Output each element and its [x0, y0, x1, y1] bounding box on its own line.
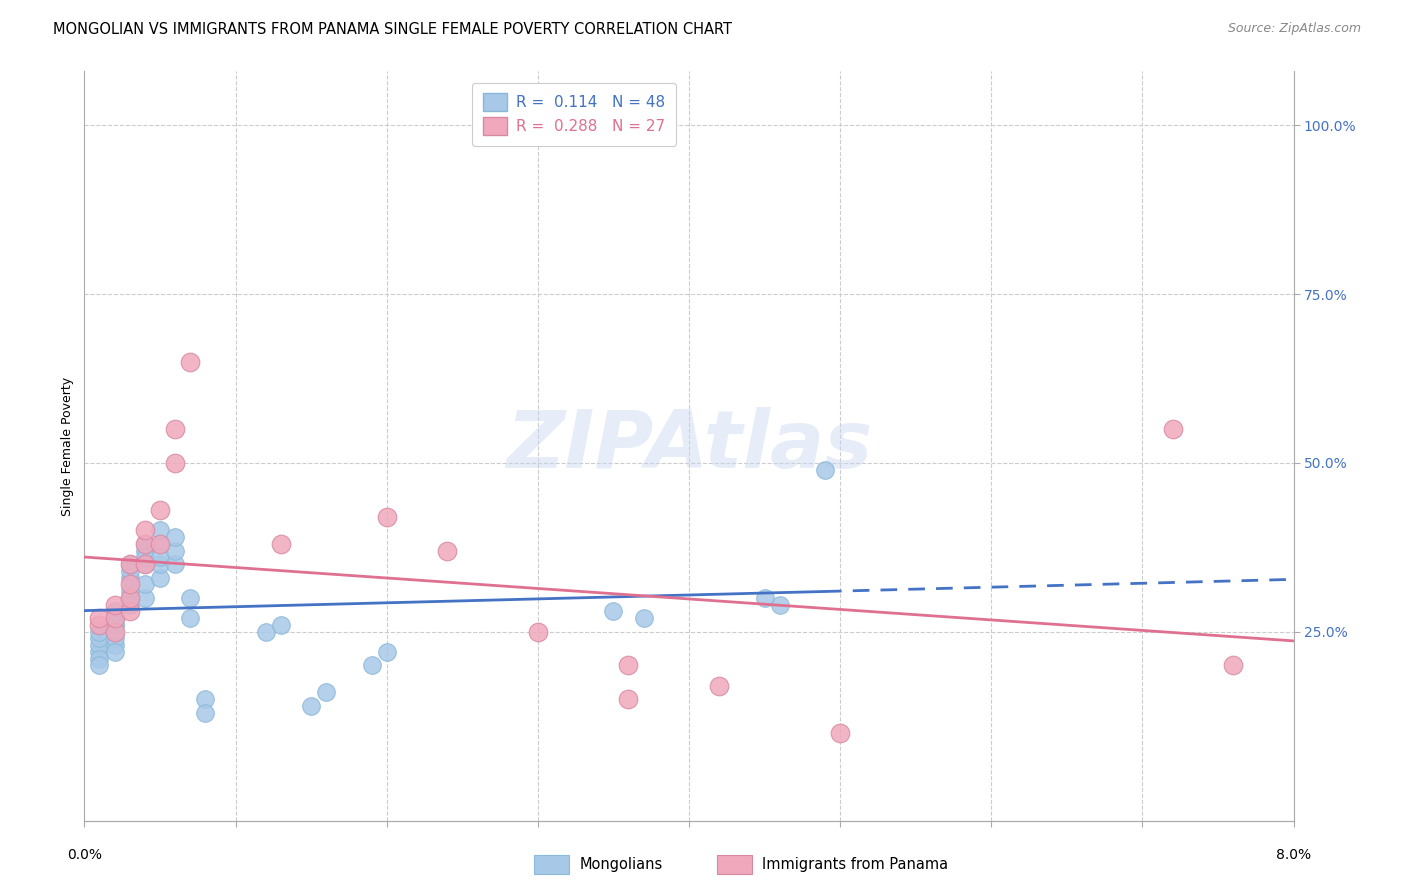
- Point: [89, 638, 111, 652]
- Point: [709, 679, 731, 693]
- Point: [149, 557, 172, 571]
- Point: [104, 604, 127, 618]
- Point: [89, 632, 111, 646]
- Text: Immigrants from Panama: Immigrants from Panama: [762, 857, 948, 871]
- Point: [118, 591, 141, 605]
- Point: [149, 571, 172, 585]
- Point: [134, 543, 156, 558]
- Point: [165, 530, 187, 544]
- Point: [375, 509, 398, 524]
- Point: [118, 577, 141, 591]
- Point: [89, 624, 111, 639]
- Point: [633, 611, 655, 625]
- Point: [527, 624, 550, 639]
- Point: [118, 584, 141, 599]
- Point: [149, 550, 172, 565]
- Text: 8.0%: 8.0%: [1277, 847, 1310, 862]
- Point: [602, 604, 624, 618]
- Point: [830, 726, 852, 740]
- Point: [134, 550, 156, 565]
- Point: [165, 557, 187, 571]
- Point: [1161, 422, 1184, 436]
- Point: [89, 611, 111, 625]
- Point: [149, 537, 172, 551]
- Point: [134, 557, 156, 571]
- Point: [360, 658, 382, 673]
- Point: [134, 557, 156, 571]
- Point: [375, 645, 398, 659]
- Point: [118, 557, 141, 571]
- Point: [104, 618, 127, 632]
- Point: [769, 598, 792, 612]
- Point: [617, 692, 640, 706]
- Point: [179, 591, 201, 605]
- Point: [134, 591, 156, 605]
- Text: Source: ZipAtlas.com: Source: ZipAtlas.com: [1227, 22, 1361, 36]
- Point: [104, 618, 127, 632]
- Text: 0.0%: 0.0%: [67, 847, 101, 862]
- Point: [754, 591, 776, 605]
- Point: [104, 624, 127, 639]
- Text: ZIPAtlas: ZIPAtlas: [506, 407, 872, 485]
- Point: [165, 422, 187, 436]
- Point: [270, 537, 292, 551]
- Point: [118, 557, 141, 571]
- Point: [165, 543, 187, 558]
- Point: [814, 462, 837, 476]
- Point: [118, 598, 141, 612]
- Point: [134, 537, 156, 551]
- Point: [89, 645, 111, 659]
- Point: [118, 571, 141, 585]
- Point: [89, 618, 111, 632]
- Point: [104, 645, 127, 659]
- Point: [89, 658, 111, 673]
- Point: [134, 577, 156, 591]
- Point: [134, 537, 156, 551]
- Text: MONGOLIAN VS IMMIGRANTS FROM PANAMA SINGLE FEMALE POVERTY CORRELATION CHART: MONGOLIAN VS IMMIGRANTS FROM PANAMA SING…: [53, 22, 733, 37]
- Point: [118, 604, 141, 618]
- Point: [104, 598, 127, 612]
- Point: [118, 591, 141, 605]
- Point: [149, 524, 172, 538]
- Point: [104, 638, 127, 652]
- Point: [194, 706, 217, 720]
- Point: [179, 611, 201, 625]
- Text: Mongolians: Mongolians: [579, 857, 662, 871]
- Point: [149, 537, 172, 551]
- Point: [118, 564, 141, 578]
- Point: [89, 651, 111, 665]
- Point: [104, 632, 127, 646]
- Point: [194, 692, 217, 706]
- Point: [299, 698, 322, 713]
- Point: [436, 543, 458, 558]
- Point: [165, 456, 187, 470]
- Point: [104, 611, 127, 625]
- Point: [134, 524, 156, 538]
- Point: [1222, 658, 1244, 673]
- Point: [104, 611, 127, 625]
- Point: [149, 503, 172, 517]
- Point: [617, 658, 640, 673]
- Point: [315, 685, 337, 699]
- Y-axis label: Single Female Poverty: Single Female Poverty: [60, 376, 75, 516]
- Point: [270, 618, 292, 632]
- Point: [254, 624, 277, 639]
- Point: [179, 354, 201, 368]
- Legend: R =  0.114   N = 48, R =  0.288   N = 27: R = 0.114 N = 48, R = 0.288 N = 27: [472, 83, 676, 145]
